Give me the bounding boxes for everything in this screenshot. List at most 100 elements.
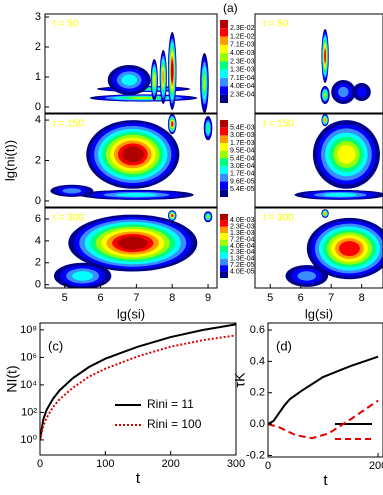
colorbar-swatch (220, 214, 228, 221)
y-axis-label: NI(t) (4, 365, 20, 392)
colorbar-label: 2.3E-03 (230, 224, 255, 231)
y-tick-label: 0 (35, 195, 41, 207)
contour-level (121, 74, 138, 86)
plot-frame (254, 113, 383, 208)
contour-level (121, 146, 144, 163)
x-tick-label: 9 (205, 292, 211, 304)
x-axis-label: lg(si) (305, 306, 333, 321)
plot-frame (44, 13, 218, 114)
contour-level (323, 193, 357, 197)
x-tick-label: 8 (169, 292, 175, 304)
series-line (40, 334, 236, 441)
colorbar-swatch (220, 258, 228, 266)
colorbar-label: 1.3E-03 (230, 67, 255, 74)
plot-frame (44, 207, 218, 289)
colorbar-swatch (220, 69, 228, 79)
colorbar-label: 9.5E-04 (230, 148, 255, 155)
x-tick-label: 6 (97, 292, 103, 304)
contour-level (206, 124, 210, 133)
plot-frame (267, 322, 383, 458)
colorbar-label: 7.1E-03 (230, 42, 255, 49)
colorbar-swatch (220, 127, 228, 136)
x-tick-label: 200 (369, 460, 383, 472)
colorbar-swatch (220, 252, 228, 259)
colorbar-swatch (220, 181, 228, 190)
colorbar-swatch (220, 78, 228, 87)
y-tick-label: 0.4 (250, 355, 265, 367)
y-axis-label: τK (232, 372, 248, 388)
y-tick-label: 2 (35, 257, 41, 269)
x-tick-label: 6 (298, 292, 304, 304)
contour-level (356, 86, 367, 98)
y-tick-label: 2 (35, 41, 41, 53)
colorbar-label: 1.3E-04 (230, 256, 255, 263)
y-tick-label: 10⁸ (20, 324, 37, 336)
contour-level (72, 271, 94, 281)
colorbar-swatch (220, 239, 228, 246)
colorbar-swatch (220, 158, 228, 167)
colorbar-label: 1.7E-04 (230, 171, 255, 178)
contour-level (203, 74, 206, 92)
colorbar-swatch (220, 44, 228, 54)
colorbar-label: 4.0E-05 (230, 268, 255, 275)
colorbar-swatch (220, 226, 228, 234)
contour-level (297, 271, 317, 281)
contour-level (323, 92, 327, 98)
contour-level (153, 74, 156, 86)
x-tick-label: 8 (359, 292, 365, 304)
y-tick-label: 0.0 (250, 418, 265, 430)
x-tick-label: 100 (96, 458, 114, 470)
panel-label: (c) (48, 338, 63, 353)
colorbar-label: 4.0E-04 (230, 83, 255, 90)
contour-level (324, 118, 327, 122)
colorbar-label: 5.4E-03 (230, 125, 255, 132)
colorbar-swatch (220, 135, 228, 144)
colorbar-swatch (220, 189, 228, 197)
y-tick-label: 1 (35, 71, 41, 83)
y-tick-label: 10⁴ (20, 379, 37, 391)
contour-level (206, 215, 210, 219)
plot-area (285, 209, 383, 287)
x-axis-label: t (323, 472, 328, 489)
colorbar-swatch (220, 86, 228, 95)
colorbar-swatch (220, 53, 228, 62)
y-tick-label: 10⁰ (20, 434, 37, 446)
plot-frame (254, 207, 383, 289)
plot-frame (39, 322, 237, 456)
colorbar-swatch (220, 150, 228, 159)
x-tick-label: 7 (133, 292, 139, 304)
colorbar-swatch (220, 173, 228, 182)
plot-area (53, 210, 213, 288)
panel-time: t = 300 (53, 213, 84, 224)
colorbar-swatch (220, 220, 228, 227)
plot-area (294, 114, 383, 200)
colorbar-label: 5.4E-05 (230, 186, 255, 193)
plot-area (320, 29, 371, 104)
contour-level (339, 241, 360, 257)
legend-label: Rini = 100 (147, 417, 202, 431)
colorbar-label: 2.3E-02 (230, 25, 255, 32)
colorbar-swatch (220, 94, 228, 103)
x-axis-label: lg(si) (117, 306, 145, 321)
colorbar-label: 4.0E-03 (230, 50, 255, 57)
colorbar-swatch (220, 61, 228, 70)
contour-level (171, 214, 174, 218)
contour-level (171, 121, 174, 127)
y-tick-label: 6 (35, 213, 41, 225)
colorbar-label: 7.2E-04 (230, 236, 255, 243)
panel-label: (d) (276, 338, 292, 353)
colorbar-label: 3.0E-03 (230, 132, 255, 139)
plot-area (40, 323, 236, 441)
series-line (268, 355, 379, 425)
x-tick-label: 5 (267, 292, 273, 304)
colorbar-swatch (220, 120, 228, 128)
x-tick-label: 200 (161, 458, 179, 470)
colorbar-label: 1.7E-03 (230, 140, 255, 147)
y-axis-label: lg(ni(t)) (2, 140, 17, 181)
colorbar-swatch (220, 28, 228, 37)
y-tick-label: 0 (35, 279, 41, 291)
colorbar-label: 3.0E-04 (230, 163, 255, 170)
panel-time: t = 50 (263, 19, 289, 30)
contour-level (162, 70, 165, 84)
panel-label: (a) (223, 1, 238, 15)
